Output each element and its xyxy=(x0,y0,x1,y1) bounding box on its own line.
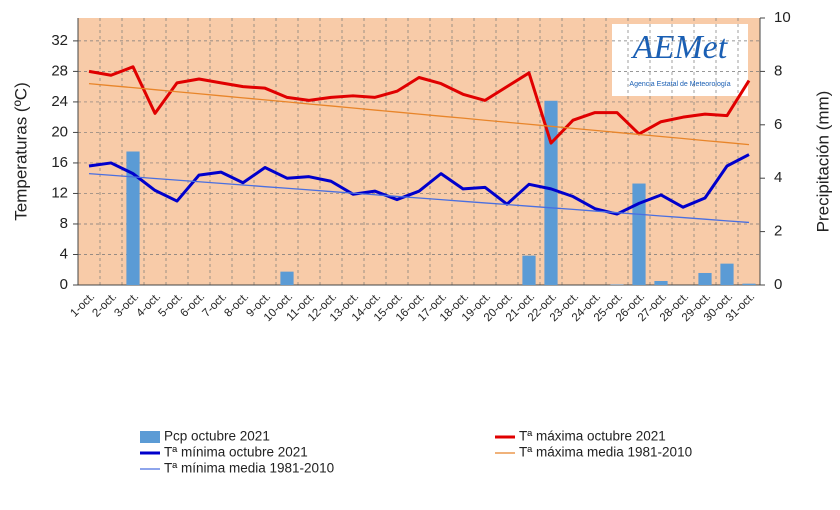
y-tick-label: 20 xyxy=(51,123,68,140)
y-tick-label: 0 xyxy=(60,276,68,293)
y-tick-label: 8 xyxy=(60,215,68,232)
y2-tick-label: 4 xyxy=(774,169,782,186)
y-tick-label: 12 xyxy=(51,184,68,201)
bar xyxy=(720,263,734,285)
x-tick-label: 7-oct. xyxy=(200,291,229,320)
y2-tick-label: 8 xyxy=(774,62,782,79)
y2-axis-label: Precipitación (mm) xyxy=(813,91,832,233)
y-tick-label: 16 xyxy=(51,154,68,171)
line xyxy=(88,153,750,216)
logo-box xyxy=(612,24,748,96)
bar xyxy=(126,151,140,285)
y-tick-label: 24 xyxy=(51,93,68,110)
bar xyxy=(632,183,646,285)
logo-title: AEMet xyxy=(631,29,729,66)
x-tick-label: 4-oct. xyxy=(134,291,163,320)
bar xyxy=(522,255,536,285)
legend-swatch xyxy=(140,431,160,443)
y-axis-label: Temperaturas (ºC) xyxy=(11,82,30,220)
y2-tick-label: 10 xyxy=(774,9,791,26)
bar xyxy=(544,100,558,286)
x-tick-label: 1-oct. xyxy=(68,291,97,320)
legend-label: Tª máxima media 1981-2010 xyxy=(519,445,692,460)
y-tick-label: 28 xyxy=(51,62,68,79)
bar xyxy=(654,280,668,285)
x-tick-label: 2-oct. xyxy=(90,291,119,320)
logo-subtitle: Agencia Estatal de Meteorología xyxy=(629,81,730,88)
line xyxy=(88,82,750,146)
logo: AEMet Agencia Estatal de Meteorología xyxy=(612,24,748,96)
bar xyxy=(610,284,624,285)
y-tick-label: 32 xyxy=(51,32,68,49)
bar xyxy=(698,272,712,285)
x-tick-label: 8-oct. xyxy=(222,291,251,320)
legend-label: Pcp octubre 2021 xyxy=(164,429,270,444)
bar xyxy=(280,271,294,285)
y2-tick-label: 0 xyxy=(774,276,782,293)
bar xyxy=(742,283,756,285)
y2-tick-label: 2 xyxy=(774,223,782,240)
line xyxy=(88,172,750,224)
x-tick-label: 3-oct. xyxy=(112,291,141,320)
legend-label: Tª máxima octubre 2021 xyxy=(519,429,666,444)
x-tick-label: 6-oct. xyxy=(178,291,207,320)
legend-label: Tª mínima media 1981-2010 xyxy=(164,461,334,476)
y-tick-label: 4 xyxy=(60,245,68,262)
x-tick-label: 5-oct. xyxy=(156,291,185,320)
legend-label: Tª mínima octubre 2021 xyxy=(164,445,308,460)
y2-tick-label: 6 xyxy=(774,116,782,133)
